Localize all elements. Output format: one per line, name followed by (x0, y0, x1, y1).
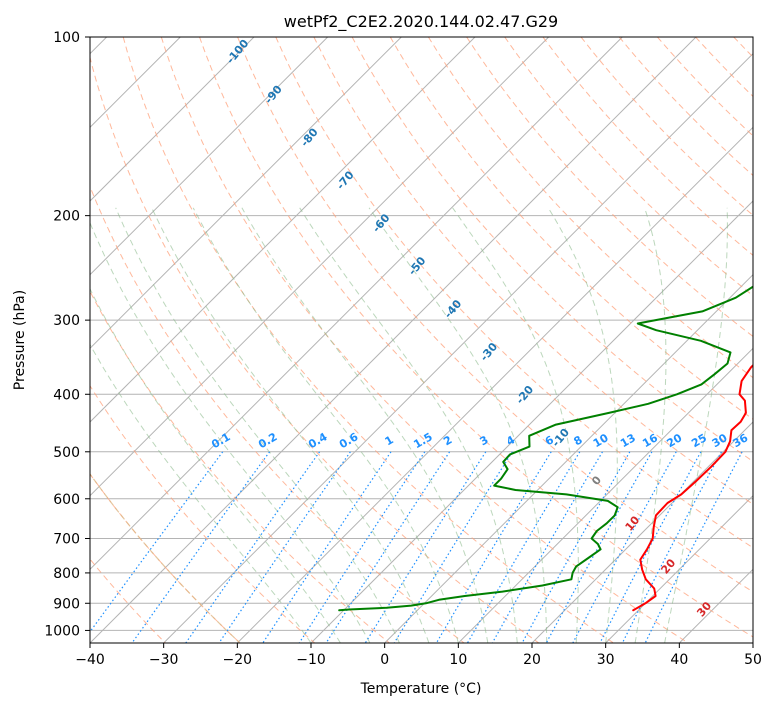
plot-area: 0.1 0.2 0.4 0.6 1 1.5 2 3 4 6 8 10 13 16 20 25 30 36-100-… (90, 37, 753, 662)
x-tick-label: −10 (296, 652, 326, 668)
mixing-ratio-line (364, 451, 487, 643)
dry-adiabat-line (351, 37, 753, 463)
mixing-ratio-line (644, 451, 743, 643)
mixing-ratio-line (218, 451, 351, 643)
temperature-profile-line (632, 364, 753, 612)
plot-frame (89, 36, 754, 644)
y-tick-label: 900 (53, 596, 80, 612)
mixing-ratio-line (131, 451, 271, 643)
isotherm-line (90, 37, 329, 276)
y-tick-label: 600 (53, 492, 80, 508)
x-tick-label: 10 (449, 652, 467, 668)
x-axis-label: Temperature (°C) (360, 681, 482, 697)
moist-adiabats (90, 207, 728, 643)
isotherm-line (163, 52, 753, 643)
mixing-ratio-line (393, 451, 513, 643)
moist-adiabat-line (241, 207, 489, 643)
isotherm-line (457, 347, 753, 643)
isotherm-line (90, 37, 402, 350)
isotherm-line (90, 37, 476, 423)
mixing-ratio-line (521, 451, 631, 643)
x-tick-label: −20 (223, 652, 253, 668)
dry-adiabats (90, 37, 753, 643)
dry-adiabat-line (90, 55, 540, 643)
isobar-grid (90, 37, 753, 631)
x-tick-label: 20 (523, 652, 541, 668)
mixing-ratio-line (545, 451, 653, 643)
dry-adiabat-label: 40 (730, 642, 750, 662)
isotherm-line (90, 37, 550, 497)
x-tick-label: 0 (380, 652, 389, 668)
dry-adiabat-line (122, 37, 614, 643)
y-tick-label: 100 (53, 30, 80, 46)
chart-title: wetPf2_C2E2.2020.144.02.47.G29 (284, 12, 558, 32)
isotherm-line (236, 126, 753, 643)
moist-adiabat-line (634, 207, 667, 643)
y-tick-label: 700 (53, 532, 80, 548)
isotherm-line (384, 273, 753, 643)
isotherm-line (310, 200, 753, 643)
dry-adiabat-line (580, 37, 753, 216)
moist-adiabat-line (90, 221, 371, 643)
mixing-ratio-line (572, 451, 677, 643)
x-tick-label: 40 (670, 652, 688, 668)
dry-adiabat-line (427, 37, 753, 379)
dry-adiabat-line (199, 37, 753, 638)
y-axis-ticks: 100 200 300 400 500 600 700 800 900 1000 (44, 30, 90, 639)
sounding-series (338, 285, 753, 612)
y-tick-label: 800 (53, 566, 80, 582)
mixing-ratio-line (262, 451, 392, 643)
mixing-ratio-line (599, 451, 702, 643)
y-axis-label: Pressure (hPa) (12, 290, 28, 390)
y-tick-label: 400 (53, 387, 80, 403)
moist-adiabat-line (368, 207, 548, 643)
y-tick-label: 200 (53, 209, 80, 225)
x-axis-ticks: −40 −30 −20 −10 0 10 20 30 40 50 (75, 643, 762, 668)
moist-adiabat-line (115, 207, 400, 643)
x-tick-label: 50 (744, 652, 762, 668)
moist-adiabat-line (90, 343, 312, 643)
moist-adiabat-line (90, 287, 341, 643)
dry-adiabat-line (237, 37, 753, 593)
x-tick-label: 30 (597, 652, 615, 668)
mixing-ratio-lines (90, 451, 743, 643)
x-tick-label: −30 (149, 652, 179, 668)
dry-adiabat-line (160, 37, 689, 643)
mixing-ratio-line (435, 451, 552, 643)
y-tick-label: 500 (53, 445, 80, 461)
y-tick-label: 1000 (44, 623, 80, 639)
dry-adiabat-line (275, 37, 753, 549)
isotherm-line (90, 37, 623, 571)
dry-adiabat-line (389, 37, 753, 420)
dry-adiabat-line (313, 37, 753, 505)
mixing-ratio-line (621, 451, 722, 643)
isotherm-line (531, 421, 753, 643)
dry-adiabat-line (90, 290, 390, 643)
moist-adiabat-line (452, 207, 579, 643)
y-tick-label: 300 (53, 313, 80, 329)
isotherm-line (605, 494, 753, 643)
moist-adiabat-line (192, 207, 459, 643)
x-tick-label: −40 (75, 652, 105, 668)
mixing-ratio-line (466, 451, 581, 643)
isotherm-line (90, 37, 255, 202)
dry-adiabat-line (542, 37, 753, 256)
moist-adiabat-line (299, 207, 518, 643)
dewpoint-profile-line (338, 285, 753, 612)
mixing-ratio-line (491, 451, 604, 643)
mixing-ratio-line (185, 451, 321, 643)
